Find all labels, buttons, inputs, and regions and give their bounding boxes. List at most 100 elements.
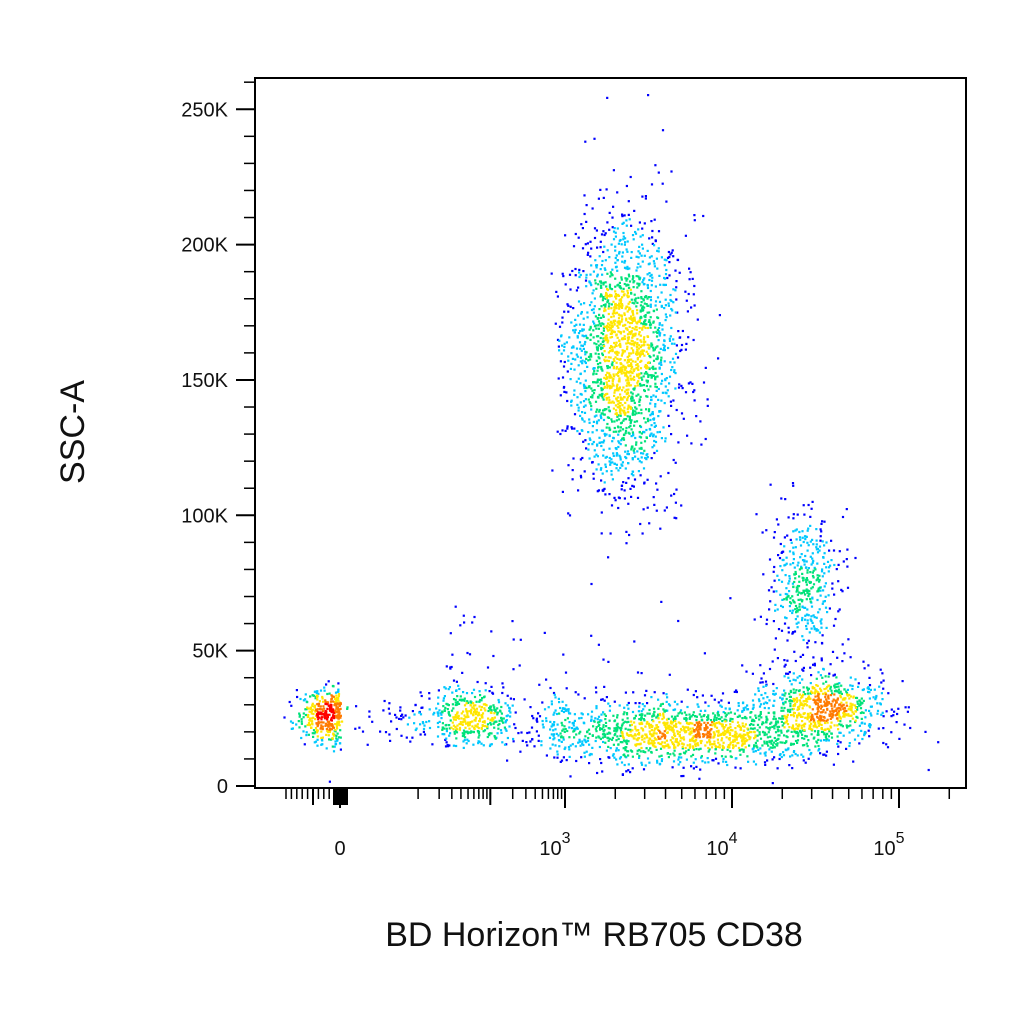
event-dot <box>611 380 614 383</box>
event-dot <box>619 466 622 469</box>
event-dot <box>646 361 650 365</box>
event-dot <box>626 348 629 351</box>
event-dot <box>725 760 728 763</box>
event-dot <box>729 726 732 729</box>
event-dot <box>448 734 451 737</box>
event-dot <box>508 725 511 728</box>
event-dot <box>633 378 636 381</box>
event-dot <box>739 753 742 756</box>
event-dot <box>619 300 622 304</box>
event-dot <box>602 296 605 299</box>
event-dot <box>437 689 440 692</box>
event-dot <box>642 729 645 732</box>
event-dot <box>817 730 820 733</box>
event-dot <box>472 702 475 705</box>
event-dot <box>526 744 529 747</box>
event-dot <box>638 344 641 347</box>
event-dot <box>898 737 901 740</box>
event-dot <box>810 619 813 622</box>
event-dot <box>588 328 591 331</box>
event-dot <box>570 426 573 429</box>
event-dot <box>868 697 871 700</box>
event-dot <box>646 311 649 314</box>
event-dot <box>904 706 907 709</box>
event-dot <box>562 349 566 352</box>
event-dot <box>433 711 436 714</box>
event-dot <box>652 320 655 323</box>
event-dot <box>754 750 757 753</box>
event-dot <box>595 343 598 346</box>
event-dot <box>589 255 592 258</box>
event-dot <box>586 242 589 245</box>
event-dot <box>625 770 628 773</box>
event-dot <box>881 672 884 675</box>
event-dot <box>779 593 782 596</box>
event-dot <box>604 297 607 300</box>
event-dot <box>635 269 638 272</box>
event-dot <box>801 530 804 533</box>
event-dot <box>625 530 628 533</box>
event-dot <box>618 344 621 347</box>
event-dot <box>601 388 604 391</box>
event-dot <box>804 716 807 719</box>
event-dot <box>812 583 816 586</box>
event-dot <box>810 605 814 608</box>
event-dot <box>536 720 539 723</box>
event-dot <box>859 703 862 706</box>
event-dot <box>699 747 702 750</box>
event-dot <box>619 734 622 737</box>
event-dot <box>665 718 669 721</box>
event-dot <box>627 431 630 434</box>
event-dot <box>792 715 796 718</box>
event-dot <box>661 129 665 132</box>
event-dot <box>634 325 637 329</box>
event-dot <box>573 719 576 722</box>
event-dot <box>706 736 709 739</box>
event-dot <box>814 745 817 748</box>
event-dot <box>746 731 749 735</box>
event-dot <box>643 372 646 375</box>
event-dot <box>759 615 762 618</box>
event-dot <box>538 715 542 718</box>
event-dot <box>768 558 772 561</box>
event-dot <box>559 360 562 363</box>
event-dot <box>634 733 637 736</box>
event-dot <box>572 724 575 727</box>
event-dot <box>309 719 312 722</box>
event-dot <box>602 337 605 340</box>
event-dot <box>802 540 805 544</box>
event-dot <box>653 444 656 447</box>
event-dot <box>573 729 576 732</box>
event-dot <box>596 718 599 721</box>
event-dot <box>648 708 651 712</box>
event-dot <box>700 756 703 759</box>
event-dot <box>480 714 483 717</box>
event-dot <box>732 746 735 750</box>
event-dot <box>565 391 568 394</box>
event-dot <box>577 300 581 303</box>
event-dot <box>611 345 614 349</box>
event-dot <box>595 726 598 729</box>
event-dot <box>810 587 813 590</box>
event-dot <box>614 356 617 359</box>
event-dot <box>560 740 563 743</box>
event-dot <box>631 750 634 753</box>
event-dot <box>639 315 642 318</box>
event-dot <box>626 359 629 362</box>
event-dot <box>638 327 641 330</box>
event-dot <box>484 724 487 728</box>
event-dot <box>630 298 633 301</box>
event-dot <box>647 346 650 349</box>
event-dot <box>699 741 703 745</box>
event-dot <box>801 536 804 539</box>
event-dot <box>490 630 493 633</box>
event-dot <box>805 627 808 630</box>
event-dot <box>807 527 810 530</box>
event-dot <box>813 662 816 665</box>
event-dot <box>687 336 690 339</box>
event-dot <box>667 302 670 305</box>
event-dot <box>492 718 495 721</box>
event-dot <box>647 352 650 355</box>
event-dot <box>825 737 828 740</box>
event-dot <box>638 702 641 705</box>
